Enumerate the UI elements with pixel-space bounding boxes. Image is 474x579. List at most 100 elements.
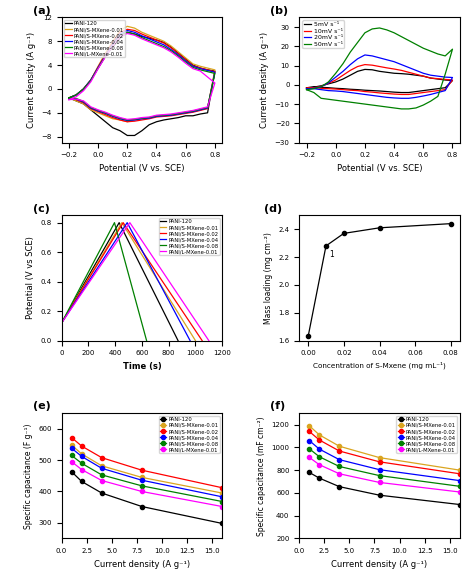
PANI/S-MXene-0.02 [306,428,312,435]
PANI/S-MXene-0.04 [183,109,189,116]
Line: PANI/S-MXene-0.02: PANI/S-MXene-0.02 [307,430,462,476]
PANI/S-MXene-0.04 [139,115,145,122]
20mV s⁻¹ [450,74,456,81]
PANI/L-MXene-0.01 [139,35,145,42]
20mV s⁻¹ [450,74,456,81]
PANI/L-MXene-0.01 [66,96,72,103]
PANI/S-MXene-0.01 [168,112,174,119]
PANI/S-MXene-0.02 [102,111,108,118]
5mV s⁻¹ [399,89,404,96]
PANI-120 [73,91,79,98]
50mV s⁻¹ [435,50,441,57]
PANI/S-MXene-0.01 [161,112,167,119]
PANI/S-MXene-0.08 [88,104,94,111]
PANI/S-MXene-0.08 [69,452,74,459]
PANI/S-MXene-0.01 [88,107,94,113]
50mV s⁻¹ [347,49,353,56]
20mV s⁻¹ [369,53,375,60]
PANI/S-MXene-0.02 [183,110,189,117]
Text: (c): (c) [33,204,50,214]
PANI-120 [183,112,189,119]
5mV s⁻¹ [428,86,433,93]
PANI/S-MXene-0.01 [146,114,152,121]
PANI/S-MXene-0.04 [168,112,174,119]
Legend: PANI-120, PANI/S-MXene-0.01, PANI/S-MXene-0.02, PANI/S-MXene-0.04, PANI/S-MXene-: PANI-120, PANI/S-MXene-0.01, PANI/S-MXen… [64,20,125,57]
50mV s⁻¹ [362,101,368,108]
5mV s⁻¹ [435,76,441,83]
10mV s⁻¹ [399,67,404,74]
PANI/S-MXene-0.01 [198,63,203,69]
PANI/S-MXene-0.04 [187,337,193,344]
PANI/L-MXene-0.01 [183,108,189,115]
Y-axis label: Current density (A g⁻¹): Current density (A g⁻¹) [260,32,269,128]
PANI/L-MXene-0.01 [168,49,174,56]
5mV s⁻¹ [355,68,360,75]
Line: PANI/S-MXene-0.04: PANI/S-MXene-0.04 [307,438,462,483]
PANI/S-MXene-0.02 [457,470,463,477]
PANI/L-MXene-0.01 [125,116,130,123]
50mV s⁻¹ [333,97,338,104]
PANI/S-MXene-0.08 [139,34,145,41]
50mV s⁻¹ [377,102,383,109]
PANI/S-MXene-0.01 [88,76,94,83]
20mV s⁻¹ [406,95,411,102]
PANI/S-MXene-0.02 [81,99,86,106]
20mV s⁻¹ [355,90,360,97]
PANI/S-MXene-0.01 [212,67,218,74]
PANI/L-MXene-0.01 [132,32,137,39]
5mV s⁻¹ [333,85,338,91]
PANI-120 [175,50,181,57]
5mV s⁻¹ [420,87,426,94]
PANI/L-MXene-0.01 [139,488,145,495]
Line: PANI/S-MXene-0.08: PANI/S-MXene-0.08 [69,32,215,120]
20mV s⁻¹ [384,94,390,101]
PANI/S-MXene-0.04 [161,41,167,48]
PANI-120 [337,483,342,490]
PANI-120 [155,296,160,303]
PANI/S-MXene-0.08 [198,106,203,113]
PANI/S-MXene-0.02 [120,219,126,226]
PANI/S-MXene-0.01 [198,107,203,113]
X-axis label: Current density (A g⁻¹): Current density (A g⁻¹) [94,560,190,569]
PANI/S-MXene-0.04 [139,32,145,39]
PANI/S-MXene-0.01 [139,474,145,481]
5mV s⁻¹ [384,88,390,95]
5mV s⁻¹ [311,83,317,90]
10mV s⁻¹ [420,89,426,96]
PANI/S-MXene-0.02 [198,65,203,72]
50mV s⁻¹ [420,101,426,108]
PANI/S-MXene-0.01 [306,422,312,429]
10mV s⁻¹ [326,85,331,92]
PANI-120 [306,469,312,476]
Y-axis label: Specific capacitance (F g⁻¹): Specific capacitance (F g⁻¹) [24,423,33,529]
PANI/S-MXene-0.02 [172,296,178,303]
PANI/S-MXene-0.01 [164,291,170,298]
PANI/S-MXene-0.02 [190,62,196,69]
PANI/S-MXene-0.04 [69,445,74,452]
PANI/S-MXene-0.04 [117,115,123,122]
PANI/S-MXene-0.08 [133,296,138,303]
PANI/S-MXene-0.01 [154,113,159,120]
PANI-120 [377,492,383,499]
PANI/S-MXene-0.01 [73,97,79,104]
PANI-120 [457,501,463,508]
50mV s⁻¹ [435,93,441,100]
Y-axis label: Mass loading (mg cm⁻²): Mass loading (mg cm⁻²) [264,232,273,324]
PANI-120 [152,291,158,298]
PANI/S-MXene-0.02 [161,113,167,120]
5mV s⁻¹ [326,84,331,91]
PANI/S-MXene-0.04 [73,91,79,98]
PANI/S-MXene-0.04 [154,38,159,45]
PANI/S-MXene-0.01 [146,32,152,39]
10mV s⁻¹ [413,90,419,97]
PANI/S-MXene-0.04 [198,65,203,72]
PANI-120 [190,112,196,119]
PANI-120 [212,68,218,75]
PANI/S-MXene-0.08 [127,274,132,281]
10mV s⁻¹ [318,85,324,91]
PANI/L-MXene-0.01 [132,226,137,233]
10mV s⁻¹ [340,72,346,79]
Y-axis label: Specific capacitance (mF cm⁻²): Specific capacitance (mF cm⁻²) [257,416,266,536]
PANI/S-MXene-0.08 [102,53,108,60]
PANI/S-MXene-0.08 [337,463,342,470]
